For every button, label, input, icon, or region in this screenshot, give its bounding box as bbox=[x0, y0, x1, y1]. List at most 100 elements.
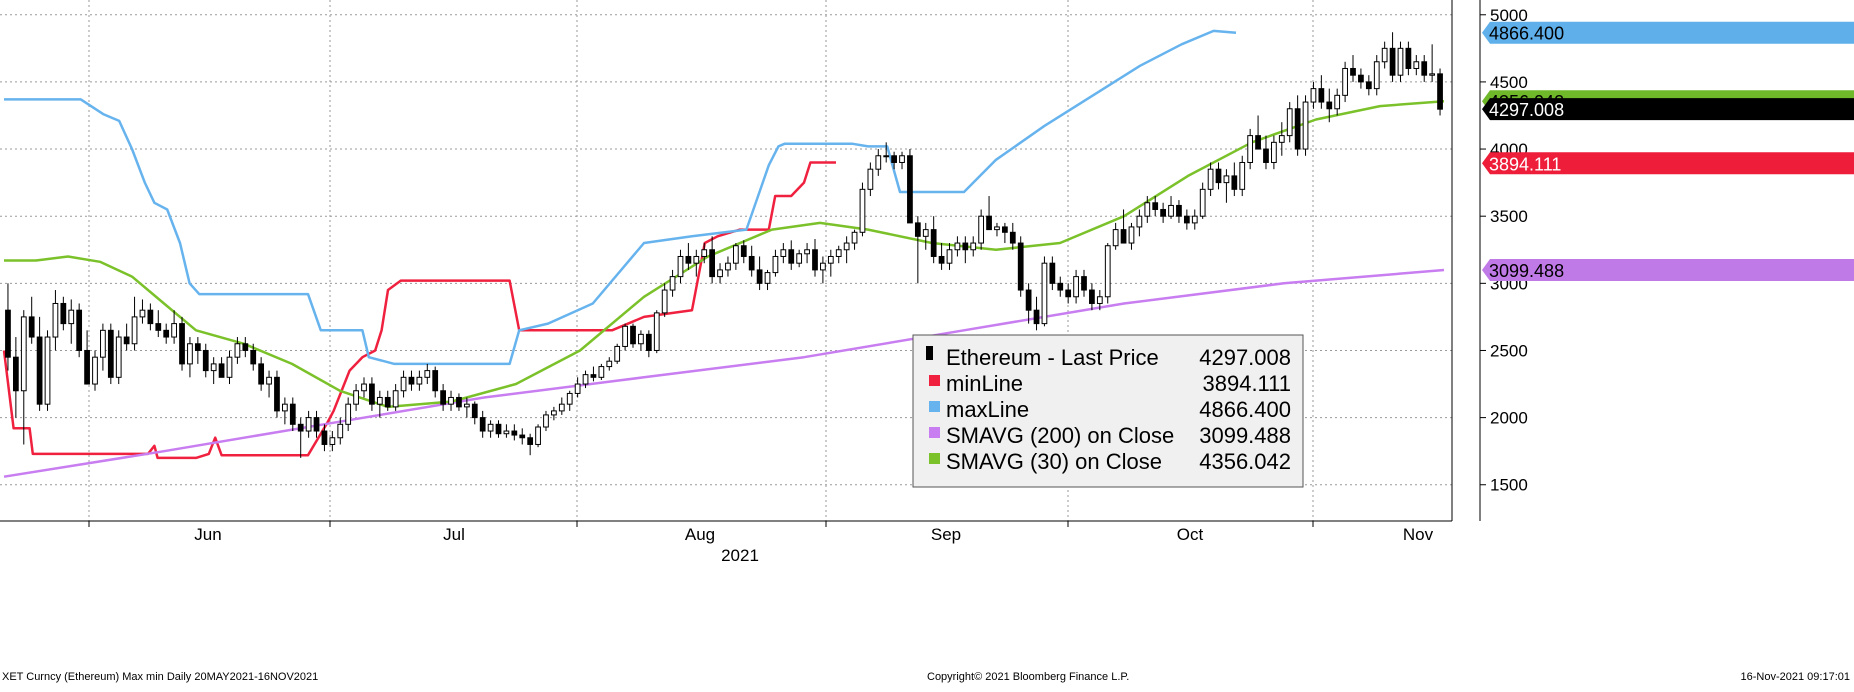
candle-body bbox=[946, 249, 953, 264]
candle-body bbox=[859, 188, 866, 233]
value-tag-bg bbox=[1482, 258, 1854, 281]
legend-label: SMAVG (200) on Close bbox=[946, 423, 1174, 448]
candle-body bbox=[202, 349, 209, 372]
candle-body bbox=[1231, 175, 1238, 190]
footer-security-info: XET Curncy (Ethereum) Max min Daily 20MA… bbox=[2, 671, 319, 683]
candle-body bbox=[1255, 135, 1261, 150]
y-tick-label: 4500 bbox=[1490, 73, 1528, 92]
legend-value: 4297.008 bbox=[1199, 345, 1291, 370]
candle-body bbox=[432, 370, 439, 392]
candle-body bbox=[780, 249, 787, 257]
x-month-label: Nov bbox=[1403, 525, 1434, 544]
candle-body bbox=[685, 255, 692, 264]
candle-body bbox=[1152, 202, 1159, 210]
candle-body bbox=[1413, 61, 1420, 69]
value-tag-label: 4866.400 bbox=[1489, 24, 1564, 44]
candle-body bbox=[1310, 88, 1317, 103]
candle-body bbox=[938, 255, 945, 264]
series-line-maxline bbox=[4, 29, 1237, 366]
candle-body bbox=[677, 255, 684, 278]
candle-body bbox=[1081, 276, 1087, 291]
candle-body bbox=[1073, 276, 1079, 298]
value-tag-label: 4297.008 bbox=[1489, 100, 1564, 120]
legend-label: Ethereum - Last Price bbox=[946, 345, 1159, 370]
candle-body bbox=[740, 245, 747, 257]
footer-timestamp: 16-Nov-2021 09:17:01 bbox=[1740, 671, 1850, 683]
candle-body bbox=[463, 403, 470, 408]
legend-value: 4356.042 bbox=[1199, 449, 1291, 474]
candle-body bbox=[92, 356, 98, 385]
x-month-label: Aug bbox=[685, 525, 715, 544]
candle-body bbox=[282, 403, 288, 412]
candle-body bbox=[84, 349, 90, 385]
candle-body bbox=[329, 437, 336, 445]
candle-body bbox=[479, 417, 486, 432]
candle-body bbox=[1104, 245, 1111, 298]
candle-body bbox=[1358, 74, 1364, 83]
candle-body bbox=[1160, 208, 1166, 217]
candle-body bbox=[187, 343, 193, 365]
candle-body bbox=[717, 269, 723, 278]
legend-label: SMAVG (30) on Close bbox=[946, 449, 1162, 474]
candle-body bbox=[693, 255, 700, 264]
candle-body bbox=[614, 345, 621, 362]
candle-body bbox=[543, 414, 549, 428]
candle-body bbox=[36, 336, 43, 405]
candle-body bbox=[131, 316, 138, 345]
candle-body bbox=[12, 356, 19, 392]
candle-body bbox=[1437, 73, 1443, 110]
candle-body bbox=[1199, 188, 1206, 217]
candle-body bbox=[835, 249, 842, 257]
candle-body bbox=[60, 302, 67, 325]
legend-value: 3099.488 bbox=[1199, 423, 1291, 448]
x-month-label: Jul bbox=[443, 525, 465, 544]
candle-body bbox=[274, 376, 280, 412]
value-tag-bg bbox=[1482, 152, 1854, 175]
candle-body bbox=[503, 430, 510, 435]
candle-body bbox=[1215, 168, 1222, 184]
candle-body bbox=[606, 360, 613, 368]
candle-body bbox=[1049, 262, 1056, 284]
candle-body bbox=[519, 434, 526, 439]
candle-body bbox=[218, 363, 225, 378]
value-tag: 3894.111 bbox=[1482, 152, 1854, 175]
candle-body bbox=[163, 329, 170, 338]
candle-body bbox=[1120, 229, 1127, 244]
candle-body bbox=[258, 363, 265, 385]
candle-body bbox=[970, 242, 977, 251]
candle-body bbox=[574, 383, 581, 394]
candle-body bbox=[1247, 135, 1254, 163]
candle-body bbox=[376, 396, 383, 405]
candle-body bbox=[899, 155, 905, 163]
candle-body bbox=[400, 376, 407, 392]
candle-body bbox=[1017, 242, 1024, 291]
candle-body bbox=[448, 396, 454, 405]
candle-body bbox=[1096, 296, 1103, 304]
candle-body bbox=[788, 249, 795, 264]
candle-body bbox=[210, 363, 217, 372]
candle-body bbox=[408, 376, 415, 385]
legend-swatch bbox=[929, 401, 940, 412]
candle-body bbox=[748, 255, 755, 271]
candle-body bbox=[424, 370, 431, 378]
candle-body bbox=[1041, 262, 1048, 325]
candle-body bbox=[1278, 135, 1285, 143]
candle-body bbox=[638, 333, 644, 345]
value-tag-label: 3894.111 bbox=[1489, 154, 1561, 174]
candle-body bbox=[590, 374, 597, 378]
candle-body bbox=[772, 255, 779, 274]
candle-body bbox=[76, 309, 83, 351]
candle-body bbox=[179, 323, 185, 365]
candle-body bbox=[566, 392, 573, 405]
value-tag-label: 3099.488 bbox=[1489, 261, 1564, 281]
y-tick-label: 3500 bbox=[1490, 207, 1528, 226]
candle-body bbox=[242, 343, 249, 351]
candle-body bbox=[1350, 67, 1356, 76]
candle-body bbox=[52, 302, 59, 338]
legend-value: 3894.111 bbox=[1203, 371, 1292, 396]
candle-body bbox=[297, 423, 304, 432]
candle-body bbox=[1025, 289, 1032, 311]
legend-label: maxLine bbox=[946, 397, 1029, 422]
footer-copyright: Copyright© 2021 Bloomberg Finance L.P. bbox=[927, 671, 1130, 683]
